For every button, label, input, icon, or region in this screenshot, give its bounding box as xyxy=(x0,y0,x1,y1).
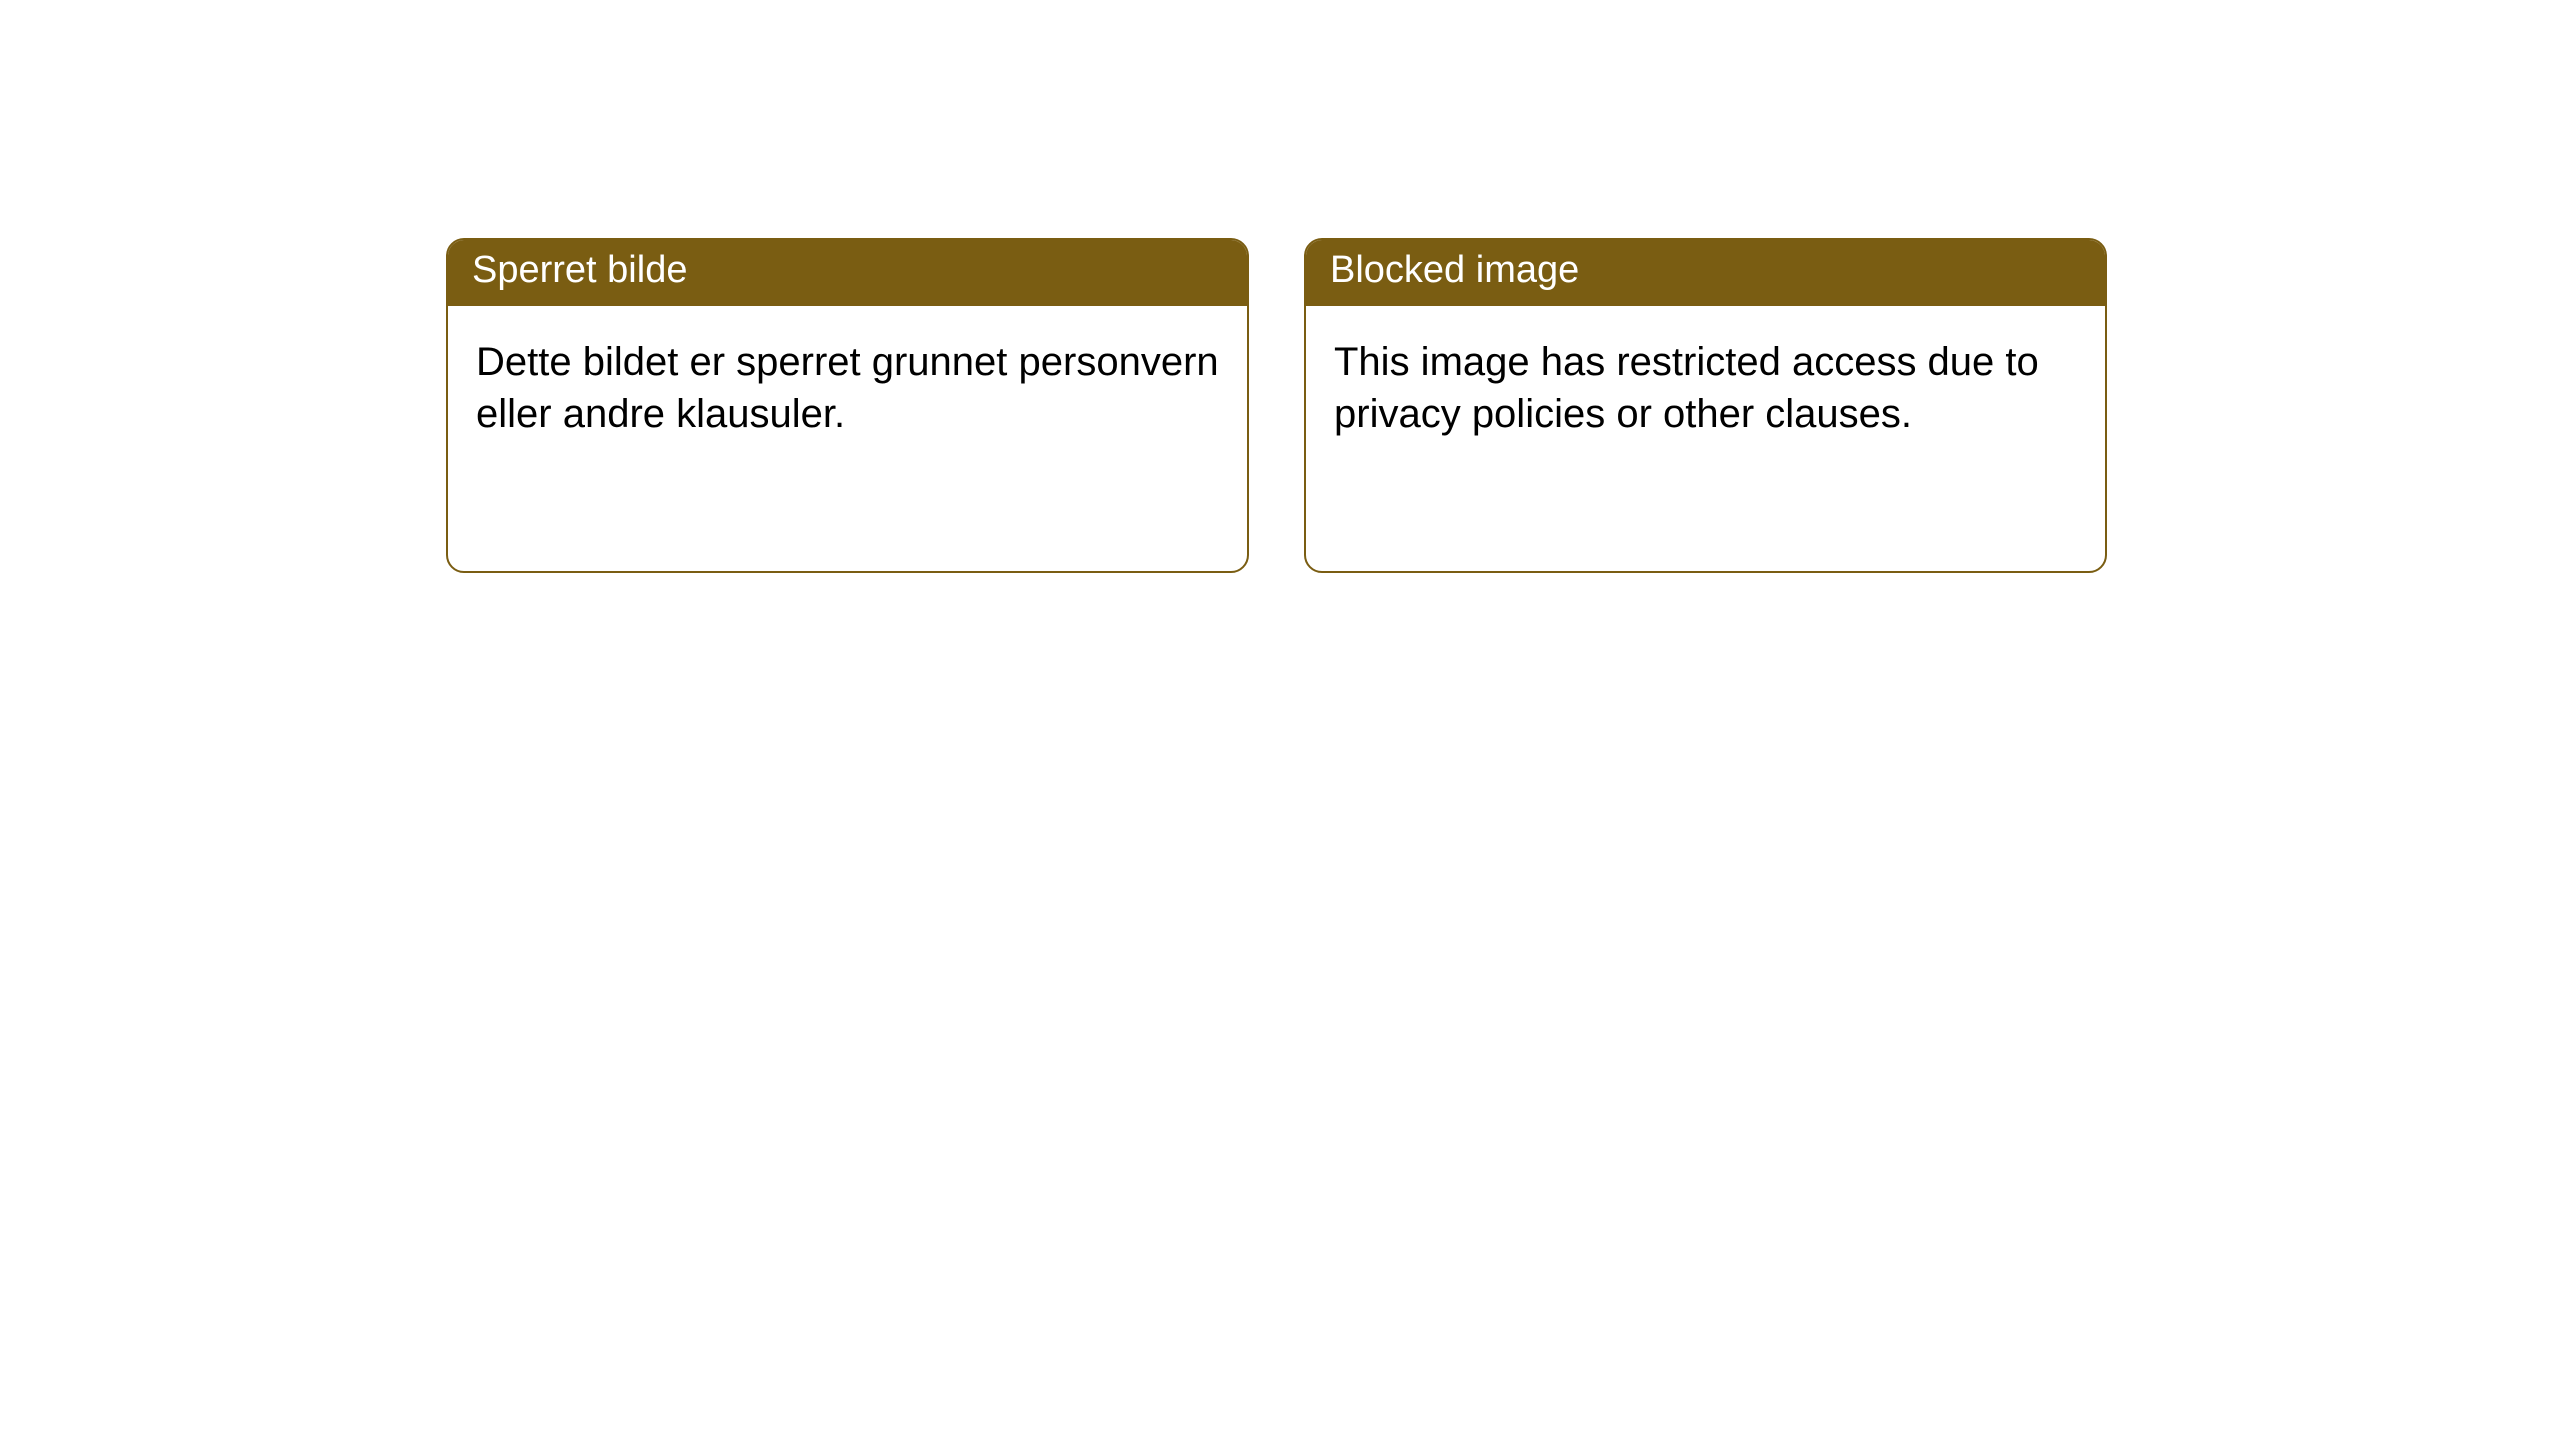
card-title-en: Blocked image xyxy=(1306,240,2105,306)
blocked-image-card-en: Blocked image This image has restricted … xyxy=(1304,238,2107,573)
blocked-image-card-no: Sperret bilde Dette bildet er sperret gr… xyxy=(446,238,1249,573)
card-body-en: This image has restricted access due to … xyxy=(1306,306,2105,470)
cards-container: Sperret bilde Dette bildet er sperret gr… xyxy=(0,0,2560,573)
card-title-no: Sperret bilde xyxy=(448,240,1247,306)
card-body-no: Dette bildet er sperret grunnet personve… xyxy=(448,306,1247,470)
